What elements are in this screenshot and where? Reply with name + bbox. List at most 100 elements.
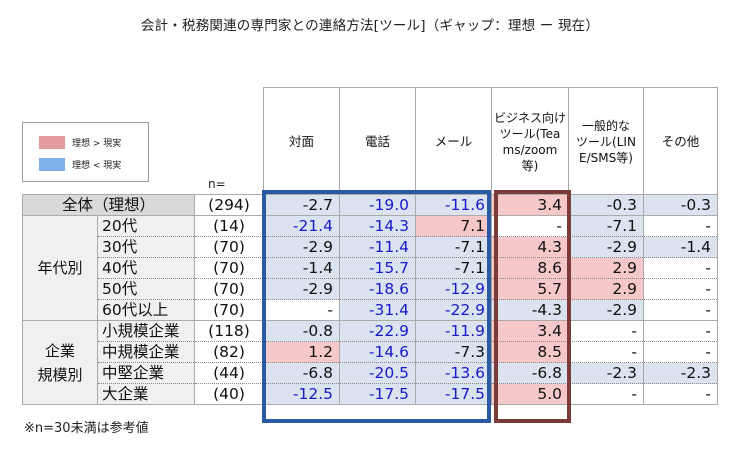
table-row: 40代 (70) -1.4 -15.7 -7.1 8.6 2.9- [23, 257, 718, 279]
value-cell: -6.8 [491, 362, 569, 384]
value-cell: 7.1 [415, 215, 492, 237]
value-cell: -0.8 [263, 320, 340, 342]
value-cell: -7.3 [415, 341, 492, 363]
table-row: 企業 規模別 小規模企業 (118) -0.8 -22.9 -11.9 3.4- - [22, 320, 718, 405]
value-cell: 3.4 [491, 320, 569, 342]
column-headers: 対面 電話 メール ビジネス向け ツール(Tea ms/zoom 等) 一般的な… [263, 87, 718, 195]
value-cell: 4.3 [491, 236, 569, 258]
value-cell: -12.5 [263, 383, 340, 405]
value-cell: -1.4 [263, 257, 340, 279]
value-cell: -2.9 [263, 278, 340, 300]
table-row: 60代以上 (70) - -31.4 -22.9 -4.3 -2.9- [23, 299, 718, 321]
sample-size: (294) [194, 194, 264, 216]
value-cell: -17.5 [415, 383, 492, 405]
row-label-total: 全体（理想） [22, 194, 195, 216]
sample-size: (118) [194, 320, 264, 342]
value-cell: -12.9 [415, 278, 492, 300]
sample-size: (44) [194, 362, 264, 384]
value-cell: 5.0 [491, 383, 569, 405]
column-header-other: その他 [644, 88, 718, 195]
value-cell: - [643, 278, 718, 300]
value-cell: - [263, 299, 340, 321]
value-cell: 1.2 [263, 341, 340, 363]
value-cell: -2.7 [263, 194, 340, 216]
table-row: 中規模企業 (82) 1.2 -14.6 -7.3 8.5- - [23, 341, 718, 363]
row-label: 中堅企業 [97, 362, 195, 384]
value-cell: -7.1 [415, 236, 492, 258]
value-cell: - [643, 320, 718, 342]
sample-size: (40) [194, 383, 264, 405]
value-cell: -4.3 [491, 299, 569, 321]
value-cell: -14.3 [339, 215, 416, 237]
sample-size: (14) [194, 215, 264, 237]
legend-swatch-pink [39, 136, 65, 149]
value-cell: -0.3 [643, 194, 718, 216]
value-cell: -19.0 [339, 194, 416, 216]
value-cell: 8.6 [491, 257, 569, 279]
value-cell: -13.6 [415, 362, 492, 384]
value-cell: -2.9 [568, 299, 644, 321]
value-cell: 2.9 [568, 257, 644, 279]
sample-size: (70) [194, 257, 264, 279]
value-cell: -14.6 [339, 341, 416, 363]
column-header-general-tools: 一般的な ツール(LIN E/SMS等) [569, 88, 644, 195]
sample-size: (70) [194, 278, 264, 300]
row-label: 50代 [97, 278, 195, 300]
table-row: 30代 (70) -2.9 -11.4 -7.1 4.3 -2.9 -1.4 [23, 236, 718, 258]
legend-swatch-blue [39, 158, 65, 171]
value-cell: - [643, 383, 718, 405]
column-header-business-tools: ビジネス向け ツール(Tea ms/zoom 等) [492, 88, 569, 195]
value-cell: -0.3 [568, 194, 644, 216]
value-cell: -15.7 [339, 257, 416, 279]
value-cell: - [643, 299, 718, 321]
value-cell: 5.7 [491, 278, 569, 300]
table-row: 年代別 20代 (14) -21.4 -14.3 7.1- -7.1- [22, 215, 718, 321]
row-label: 60代以上 [97, 299, 195, 321]
table-row: 全体（理想） (294) -2.7 -19.0 -11.6 3.4 -0.3 -0.3 [22, 194, 718, 216]
value-cell: -6.8 [263, 362, 340, 384]
value-cell: - [643, 257, 718, 279]
legend-item-ideal-greater: 理想 > 現実 [39, 136, 121, 149]
column-header-email: メール [416, 88, 492, 195]
row-label: 30代 [97, 236, 195, 258]
table-row: 50代 (70) -2.9 -18.6 -12.9 5.7 2.9- [23, 278, 718, 300]
value-cell: 2.9 [568, 278, 644, 300]
legend-label: 理想 > 現実 [72, 139, 122, 149]
value-cell: - [643, 341, 718, 363]
row-label: 20代 [97, 215, 195, 237]
group-label-age: 年代別 [22, 215, 98, 321]
value-cell: - [568, 383, 644, 405]
value-cell: - [491, 215, 569, 237]
value-cell: -2.3 [568, 362, 644, 384]
value-cell: -11.6 [415, 194, 492, 216]
value-cell: -18.6 [339, 278, 416, 300]
value-cell: -22.9 [415, 299, 492, 321]
sample-size: (70) [194, 236, 264, 258]
column-header-face-to-face: 対面 [264, 88, 340, 195]
value-cell: -22.9 [339, 320, 416, 342]
sample-size: (82) [194, 341, 264, 363]
value-cell: -2.9 [568, 236, 644, 258]
sample-size: (70) [194, 299, 264, 321]
value-cell: -11.4 [339, 236, 416, 258]
legend-item-ideal-less: 理想 < 現実 [39, 158, 121, 171]
value-cell: 8.5 [491, 341, 569, 363]
footnote: ※n=30未満は参考値 [24, 421, 149, 436]
value-cell: -2.9 [263, 236, 340, 258]
n-label: n= [208, 177, 226, 191]
value-cell: -1.4 [643, 236, 718, 258]
row-label: 小規模企業 [97, 320, 195, 342]
page-title: 会計・税務関連の専門家との連絡方法[ツール]（ギャップ：理想 ー 現在） [140, 18, 600, 34]
legend: 理想 > 現実 理想 < 現実 [22, 122, 149, 182]
table-row: 大企業 (40) -12.5 -17.5 -17.5 5.0- - [23, 383, 718, 405]
row-label: 中規模企業 [97, 341, 195, 363]
column-header-phone: 電話 [340, 88, 416, 195]
value-cell: -31.4 [339, 299, 416, 321]
row-label: 40代 [97, 257, 195, 279]
value-cell: -7.1 [568, 215, 644, 237]
gap-table: 全体（理想） (294) -2.7 -19.0 -11.6 3.4 -0.3 -0.3 年代別 2… [22, 194, 718, 405]
value-cell: 3.4 [491, 194, 569, 216]
value-cell: - [568, 320, 644, 342]
value-cell: -20.5 [339, 362, 416, 384]
group-label-company-size: 企業 規模別 [22, 320, 98, 405]
